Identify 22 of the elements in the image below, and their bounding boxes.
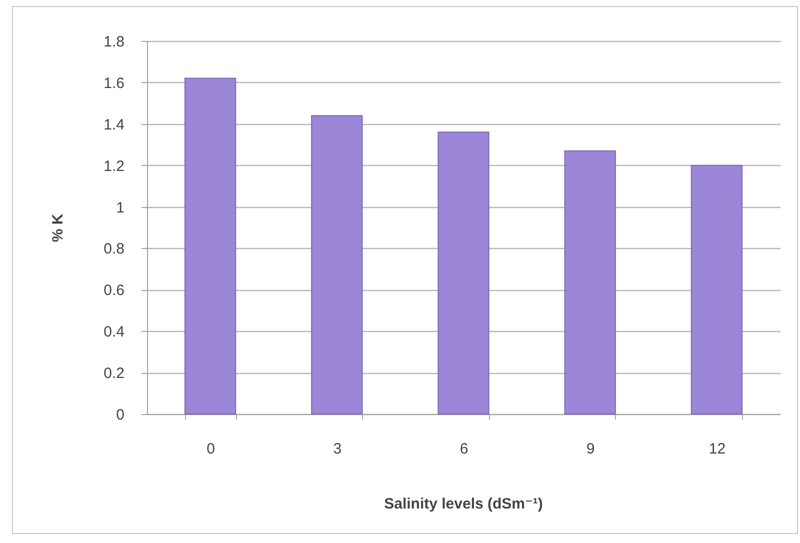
x-axis-title: Salinity levels (dSm⁻¹) [384,496,543,512]
bar [184,78,236,414]
y-tick-label: 0 [116,406,124,424]
y-tick-label: 1 [116,199,124,216]
bar [690,164,743,414]
y-tick-label: 1.2 [104,158,124,175]
y-tick-label: 0.4 [104,324,124,341]
x-tick-label: 9 [586,440,595,458]
y-tick-label: 1.8 [104,34,124,50]
x-tick-label: 6 [460,440,468,458]
x-tick-label: 3 [333,440,342,458]
y-tick-label: 0.6 [104,282,124,300]
y-tick-label: 0.2 [104,365,124,382]
y-axis-title: % K [50,214,67,242]
y-tick-label: 0.8 [104,240,124,258]
x-tick-label: 12 [708,440,726,458]
bar [438,132,490,414]
bar [311,115,363,414]
y-tick-label: 1.6 [104,74,124,92]
y-tick-label: 1.4 [104,116,124,134]
bar [564,150,616,414]
x-tick-label: 0 [206,440,215,458]
